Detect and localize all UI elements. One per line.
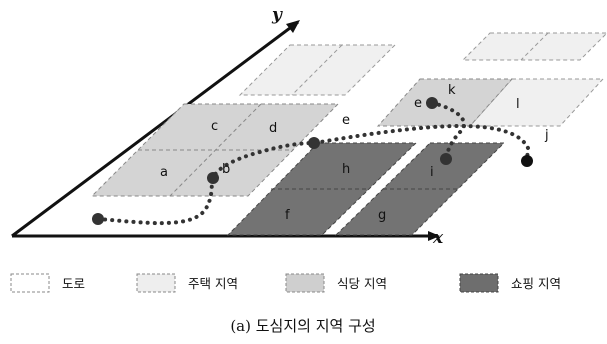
zone-label-k: k <box>448 83 456 98</box>
zone-label-c: c <box>211 119 218 134</box>
node-i <box>440 153 452 165</box>
residential-block-top-right <box>461 32 607 61</box>
shopping-zones <box>226 142 506 236</box>
legend-label-residential: 주택 지역 <box>188 276 238 291</box>
zone-label-h: h <box>342 162 350 177</box>
legend-label-shopping: 쇼핑 지역 <box>511 276 561 291</box>
residential-block-l <box>468 78 605 127</box>
legend-swatch-shopping <box>459 273 499 293</box>
path-branch-e <box>430 101 466 162</box>
legend-label-road: 도로 <box>62 276 85 291</box>
zone-label-i: i <box>430 165 434 180</box>
legend-swatch-residential <box>136 273 176 293</box>
path-main <box>96 123 531 226</box>
zone-labels: a b c d e f g h i e k l j <box>160 83 549 223</box>
node-start <box>92 213 104 225</box>
residential-block-top-center-divider <box>291 44 343 96</box>
zone-label-l: l <box>516 97 520 112</box>
node-e <box>426 97 438 109</box>
zone-label-f: f <box>285 208 290 223</box>
zone-label-a: a <box>160 165 168 180</box>
zone-label-j: j <box>544 128 549 143</box>
node-e-road <box>308 137 320 149</box>
y-axis-label: y <box>271 5 283 25</box>
y-axis-line <box>11 20 299 238</box>
movement-paths <box>96 101 531 226</box>
zone-label-b: b <box>222 162 230 177</box>
legend-swatch-restaurant <box>285 273 325 293</box>
x-axis-arrow <box>428 231 440 241</box>
path-nodes <box>92 97 533 225</box>
node-b <box>207 172 219 184</box>
zone-label-d: d <box>269 121 277 136</box>
figure-caption: (a) 도심지의 지역 구성 <box>230 317 375 335</box>
zone-label-e: e <box>414 96 422 111</box>
axes: x y <box>11 5 444 248</box>
zone-label-g: g <box>378 208 386 223</box>
x-axis-label: x <box>432 228 444 248</box>
legend-swatch-road <box>10 273 50 293</box>
legend: 도로 주택 지역 식당 지역 쇼핑 지역 <box>10 273 561 293</box>
zone-label-e-road: e <box>342 113 350 128</box>
node-j <box>521 155 533 167</box>
residential-zones <box>238 32 607 127</box>
legend-label-restaurant: 식당 지역 <box>337 276 387 291</box>
residential-block-top-right-divider <box>520 32 549 61</box>
y-axis-arrow <box>286 20 300 33</box>
